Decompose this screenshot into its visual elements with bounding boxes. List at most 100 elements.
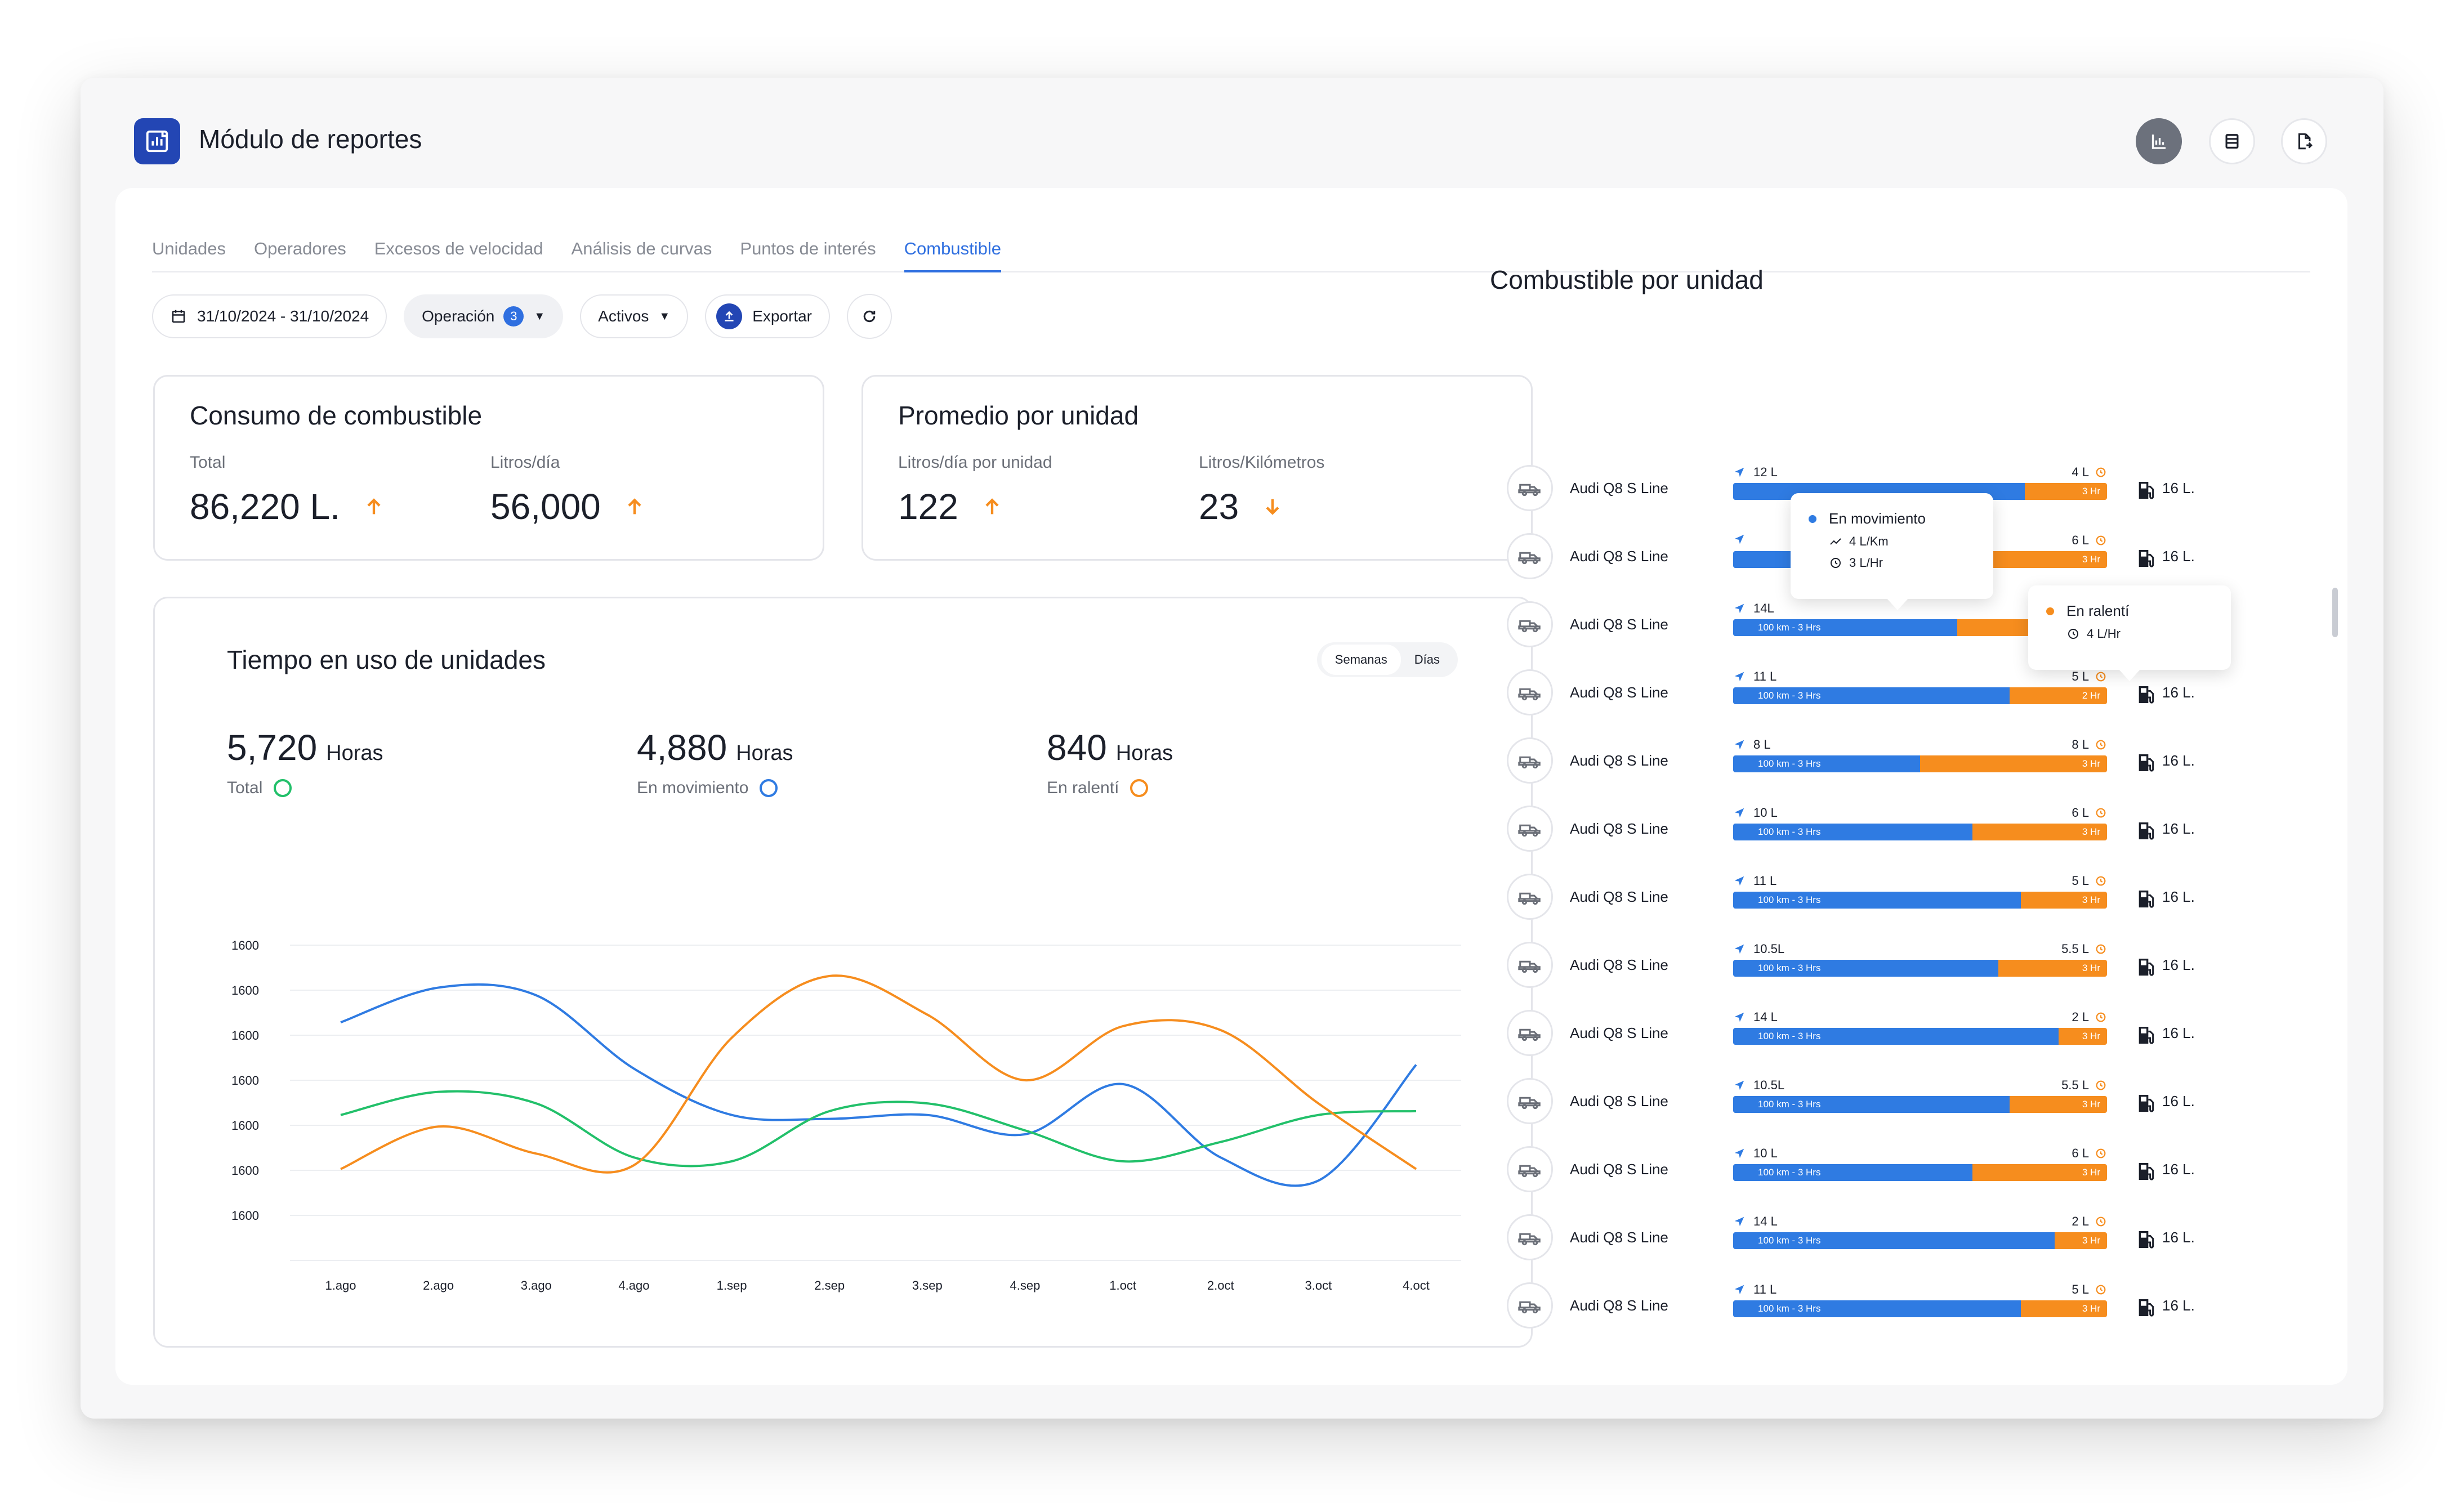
idle-clock-icon [2096, 1080, 2106, 1090]
arrow-up-icon [628, 498, 641, 515]
unit-row[interactable]: Audi Q8 S Line 10 L 6 L 100 km - 3 Hrs 3… [1507, 803, 2216, 860]
unit-row[interactable]: Audi Q8 S Line 8 L 8 L 100 km - 3 Hrs 3 … [1507, 735, 2216, 791]
chart-view-button[interactable] [2136, 118, 2182, 164]
fuel-split-bar[interactable]: 14 L 2 L 100 km - 3 Hrs 3 Hr [1733, 1008, 2107, 1064]
truck-icon [1507, 601, 1553, 647]
moving-segment: 100 km - 3 Hrs [1733, 1164, 1972, 1181]
y-tick-label: 1600 [231, 983, 259, 997]
fuel-split-bar[interactable]: 14 L 2 L 100 km - 3 Hrs 3 Hr [1733, 1212, 2107, 1268]
fuel-split-bar[interactable]: 8 L 8 L 100 km - 3 Hrs 3 Hr [1733, 735, 2107, 791]
tab-unidades[interactable]: Unidades [152, 239, 226, 258]
fuel-split-bar[interactable]: 11 L 5 L 100 km - 3 Hrs 2 Hr [1733, 667, 2107, 723]
truck-icon [1507, 1078, 1553, 1124]
moving-liters: 10 L [1753, 806, 1778, 820]
moving-segment-label: 100 km - 3 Hrs [1758, 690, 1821, 701]
fuel-pump-icon [2139, 959, 2154, 976]
tab-analisis-curvas[interactable]: Análisis de curvas [571, 239, 712, 258]
tab-operadores[interactable]: Operadores [253, 239, 346, 258]
idle-segment: 3 Hr [1976, 551, 2107, 568]
reports-logo-icon [134, 118, 180, 164]
status-dropdown[interactable]: Activos ▼ [580, 294, 689, 338]
truck-icon [1507, 1146, 1553, 1192]
navigation-icon [1734, 467, 1744, 477]
x-tick-label: 1.oct [1109, 1278, 1136, 1292]
navigation-icon [1734, 1080, 1744, 1090]
unit-row[interactable]: Audi Q8 S Line 11 L 5 L 100 km - 3 Hrs 3… [1507, 1280, 2216, 1336]
status-label: Activos [598, 307, 649, 325]
moving-segment-label: 100 km - 3 Hrs [1758, 1167, 1821, 1178]
fuel-split-bar[interactable]: 10 L 6 L 100 km - 3 Hrs 3 Hr [1733, 1144, 2107, 1200]
green-legend-ring [274, 779, 292, 797]
period-days-option[interactable]: Días [1414, 652, 1440, 666]
idle-hours-stat: 840 Horas En ralentí [1047, 727, 1173, 798]
unit-name: Audi Q8 S Line [1570, 1025, 1668, 1041]
idle-segment: 3 Hr [2010, 1096, 2107, 1113]
list-view-button[interactable] [2209, 118, 2255, 164]
navigation-icon [1734, 672, 1744, 682]
moving-segment-label: 100 km - 3 Hrs [1758, 963, 1821, 973]
unit-row[interactable]: Audi Q8 S Line 10.5L 5.5 L 100 km - 3 Hr… [1507, 1076, 2216, 1132]
moving-segment-label: 100 km - 3 Hrs [1758, 1031, 1821, 1041]
operation-dropdown[interactable]: Operación 3 ▼ [404, 294, 564, 338]
moving-liters: 11 L [1753, 669, 1777, 683]
tab-puntos-interes[interactable]: Puntos de interés [740, 239, 876, 258]
idle-segment: 2 Hr [2010, 687, 2107, 704]
unit-name: Audi Q8 S Line [1570, 1093, 1668, 1110]
navigation-icon [1734, 603, 1744, 614]
idle-liters: 5 L [2072, 874, 2089, 888]
idle-hours-label: En ralentí [1047, 779, 1119, 797]
idle-segment: 3 Hr [2021, 1300, 2107, 1317]
usage-line-chart: 1600 1600 1600 1600 1600 1600 1600 1.ago 2.ago 3.… [231, 938, 1461, 1292]
idle-segment: 3 Hr [2021, 892, 2107, 909]
unit-name: Audi Q8 S Line [1570, 548, 1668, 565]
moving-segment-label: 100 km - 3 Hrs [1758, 1235, 1821, 1246]
tab-excesos-velocidad[interactable]: Excesos de velocidad [374, 239, 543, 258]
unit-row[interactable]: Audi Q8 S Line 10 L 6 L 100 km - 3 Hrs 3… [1507, 1144, 2216, 1200]
date-range-picker[interactable]: 31/10/2024 - 31/10/2024 [152, 294, 387, 338]
consumo-litros-dia-stat: Litros/día 56,000 [490, 453, 646, 527]
moving-segment: 100 km - 3 Hrs [1733, 892, 2021, 909]
moving-segment: 100 km - 3 Hrs [1733, 824, 1972, 840]
refresh-button[interactable] [847, 294, 892, 339]
promedio-ld-stat: Litros/día por unidad 122 [898, 453, 1052, 527]
unit-row[interactable]: Audi Q8 S Line 14 L 2 L 100 km - 3 Hrs 3… [1507, 1212, 2216, 1268]
tab-combustible[interactable]: Combustible [904, 227, 1001, 272]
navigation-icon [1734, 1012, 1744, 1022]
truck-icon [1507, 737, 1553, 784]
fuel-split-bar[interactable]: 10.5L 5.5 L 100 km - 3 Hrs 3 Hr [1733, 940, 2107, 996]
fuel-pump-icon [2139, 1299, 2154, 1317]
bar-chart-icon [2151, 135, 2166, 149]
truck-icon [1507, 533, 1553, 579]
fuel-pump-icon [2139, 1095, 2154, 1112]
fuel-total: 16 L. [2162, 1229, 2195, 1246]
tiempo-uso-card: Tiempo en uso de unidades Semanas Días 5… [153, 597, 1533, 1348]
fuel-split-bar[interactable]: 11 L 5 L 100 km - 3 Hrs 3 Hr [1733, 1280, 2107, 1336]
fuel-split-bar[interactable]: 11 L 5 L 100 km - 3 Hrs 3 Hr [1733, 871, 2107, 928]
idle-liters: 2 L [2072, 1010, 2089, 1024]
unit-row[interactable]: Audi Q8 S Line 14 L 2 L 100 km - 3 Hrs 3… [1507, 1008, 2216, 1064]
idle-segment: 3 Hr [2055, 1232, 2107, 1249]
period-weeks-option[interactable]: Semanas [1321, 645, 1401, 675]
top-bar: Módulo de reportes [81, 78, 2383, 188]
export-file-button[interactable] [2281, 118, 2327, 164]
clock-icon [2068, 629, 2078, 639]
tooltip-pointer [1886, 598, 1909, 610]
unit-row[interactable]: Audi Q8 S Line 11 L 5 L 100 km - 3 Hrs 2… [1507, 667, 2216, 723]
promedio-lk-value: 23 [1199, 486, 1239, 527]
unit-list-scrollbar[interactable] [2332, 588, 2338, 637]
combustible-unidad-title: Combustible por unidad [1490, 265, 1764, 294]
idle-segment-label: 3 Hr [2082, 1167, 2100, 1178]
fuel-total: 16 L. [2162, 684, 2195, 701]
unit-row[interactable]: Audi Q8 S Line 10.5L 5.5 L 100 km - 3 Hr… [1507, 940, 2216, 996]
idle-clock-icon [2096, 740, 2106, 750]
series-line [340, 983, 1417, 1187]
fuel-split-bar[interactable]: 10.5L 5.5 L 100 km - 3 Hrs 3 Hr [1733, 1076, 2107, 1132]
movement-hours-stat: 4,880 Horas En movimiento [637, 727, 793, 798]
moving-liters: 10.5L [1753, 1078, 1785, 1092]
fuel-split-bar[interactable]: 10 L 6 L 100 km - 3 Hrs 3 Hr [1733, 803, 2107, 860]
x-tick-label: 4.oct [1403, 1278, 1430, 1292]
idle-clock-icon [2096, 1285, 2106, 1295]
export-button[interactable]: Exportar [705, 294, 831, 338]
idle-segment-label: 3 Hr [2082, 554, 2100, 565]
unit-row[interactable]: Audi Q8 S Line 11 L 5 L 100 km - 3 Hrs 3… [1507, 871, 2216, 928]
